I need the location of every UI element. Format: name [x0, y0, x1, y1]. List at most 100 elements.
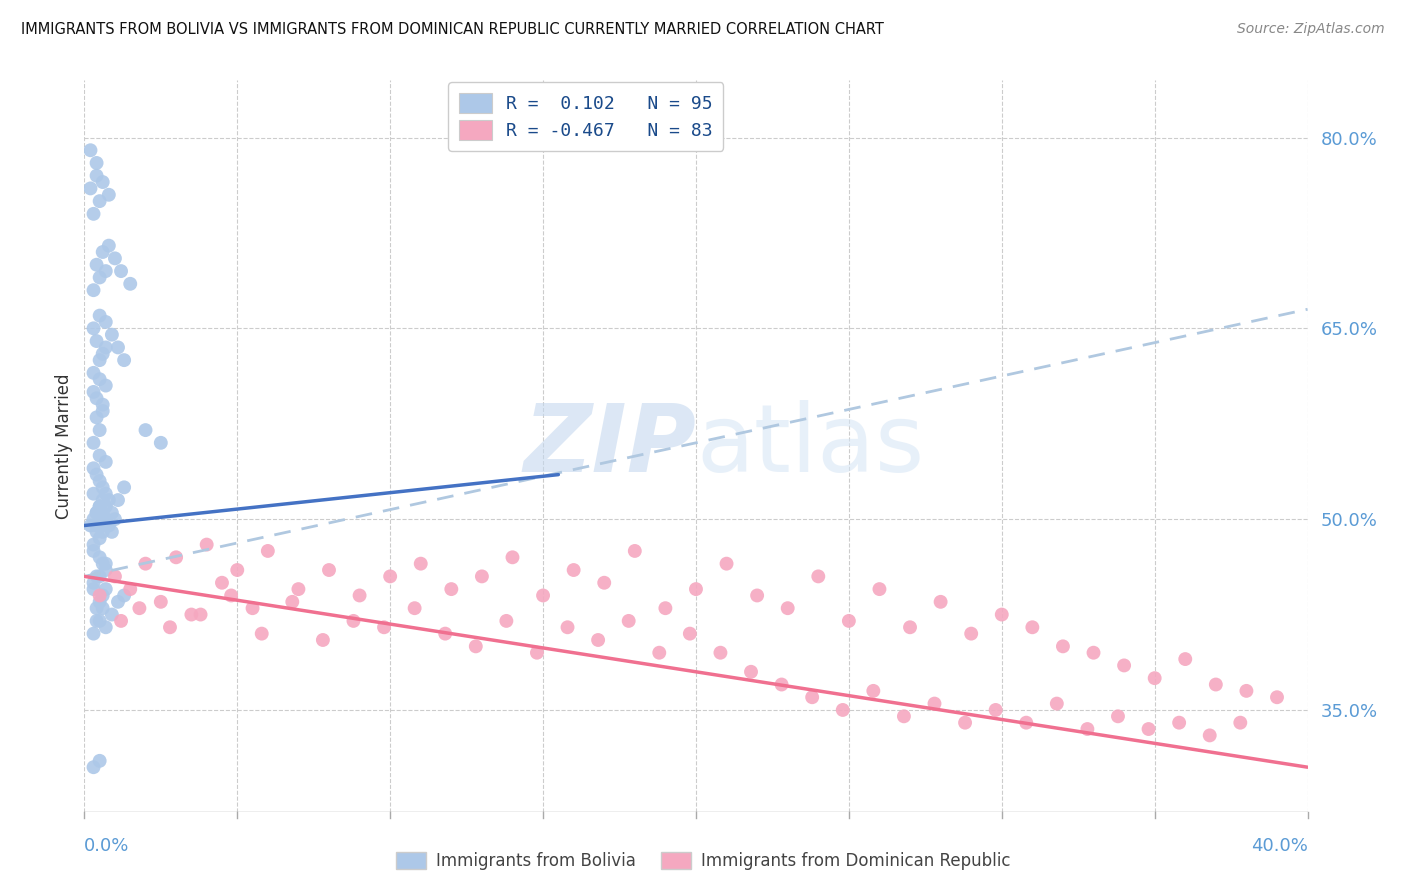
- Point: [86, 601, 108, 615]
- Point: [281, 595, 304, 609]
- Point: [89, 474, 111, 488]
- Point: [89, 449, 111, 463]
- Point: [86, 392, 108, 406]
- Point: [342, 614, 364, 628]
- Point: [86, 506, 108, 520]
- Legend: R =  0.102   N = 95, R = -0.467   N = 83: R = 0.102 N = 95, R = -0.467 N = 83: [449, 82, 724, 151]
- Point: [1015, 715, 1038, 730]
- Point: [107, 340, 129, 354]
- Point: [94, 557, 117, 571]
- Text: atlas: atlas: [696, 400, 924, 492]
- Point: [86, 467, 108, 482]
- Point: [929, 595, 952, 609]
- Point: [97, 518, 120, 533]
- Point: [404, 601, 426, 615]
- Point: [101, 607, 124, 622]
- Point: [97, 238, 120, 252]
- Point: [112, 480, 135, 494]
- Point: [648, 646, 671, 660]
- Point: [242, 601, 264, 615]
- Point: [380, 569, 402, 583]
- Point: [86, 156, 108, 170]
- Point: [86, 569, 108, 583]
- Point: [83, 461, 105, 475]
- Point: [94, 582, 117, 596]
- Point: [94, 512, 117, 526]
- Point: [83, 538, 105, 552]
- Point: [83, 486, 105, 500]
- Point: [91, 347, 114, 361]
- Point: [1143, 671, 1166, 685]
- Point: [593, 575, 616, 590]
- Point: [89, 423, 111, 437]
- Point: [110, 264, 132, 278]
- Point: [869, 582, 891, 596]
- Point: [91, 557, 114, 571]
- Point: [1114, 658, 1136, 673]
- Point: [91, 589, 114, 603]
- Point: [312, 632, 335, 647]
- Point: [79, 518, 101, 533]
- Point: [373, 620, 395, 634]
- Point: [984, 703, 1007, 717]
- Point: [110, 614, 132, 628]
- Y-axis label: Currently Married: Currently Married: [55, 373, 73, 519]
- Point: [83, 575, 105, 590]
- Point: [1229, 715, 1251, 730]
- Point: [107, 493, 129, 508]
- Point: [159, 620, 181, 634]
- Point: [94, 486, 117, 500]
- Point: [101, 506, 124, 520]
- Point: [709, 646, 731, 660]
- Point: [128, 601, 150, 615]
- Point: [149, 595, 172, 609]
- Point: [654, 601, 676, 615]
- Point: [1265, 690, 1288, 705]
- Point: [495, 614, 517, 628]
- Point: [83, 582, 105, 596]
- Point: [1052, 640, 1074, 654]
- Point: [471, 569, 494, 583]
- Point: [89, 372, 111, 386]
- Point: [89, 595, 111, 609]
- Point: [94, 264, 117, 278]
- Point: [86, 524, 108, 539]
- Point: [83, 435, 105, 450]
- Point: [135, 423, 157, 437]
- Point: [531, 589, 554, 603]
- Point: [89, 550, 111, 565]
- Point: [1198, 728, 1220, 742]
- Point: [79, 181, 101, 195]
- Point: [953, 715, 976, 730]
- Point: [716, 557, 738, 571]
- Point: [211, 575, 233, 590]
- Point: [89, 569, 111, 583]
- Point: [1076, 722, 1098, 736]
- Point: [101, 327, 124, 342]
- Point: [94, 315, 117, 329]
- Point: [107, 595, 129, 609]
- Point: [838, 614, 860, 628]
- Point: [1107, 709, 1129, 723]
- Point: [94, 500, 117, 514]
- Legend: Immigrants from Bolivia, Immigrants from Dominican Republic: Immigrants from Bolivia, Immigrants from…: [389, 845, 1017, 877]
- Point: [83, 760, 105, 774]
- Point: [91, 512, 114, 526]
- Point: [893, 709, 915, 723]
- Point: [91, 524, 114, 539]
- Point: [86, 334, 108, 348]
- Point: [526, 646, 548, 660]
- Point: [83, 366, 105, 380]
- Point: [434, 626, 457, 640]
- Point: [1168, 715, 1191, 730]
- Point: [94, 340, 117, 354]
- Point: [101, 524, 124, 539]
- Point: [86, 169, 108, 183]
- Point: [91, 506, 114, 520]
- Point: [776, 601, 799, 615]
- Point: [89, 353, 111, 368]
- Point: [79, 143, 101, 157]
- Point: [91, 518, 114, 533]
- Point: [180, 607, 202, 622]
- Point: [747, 589, 769, 603]
